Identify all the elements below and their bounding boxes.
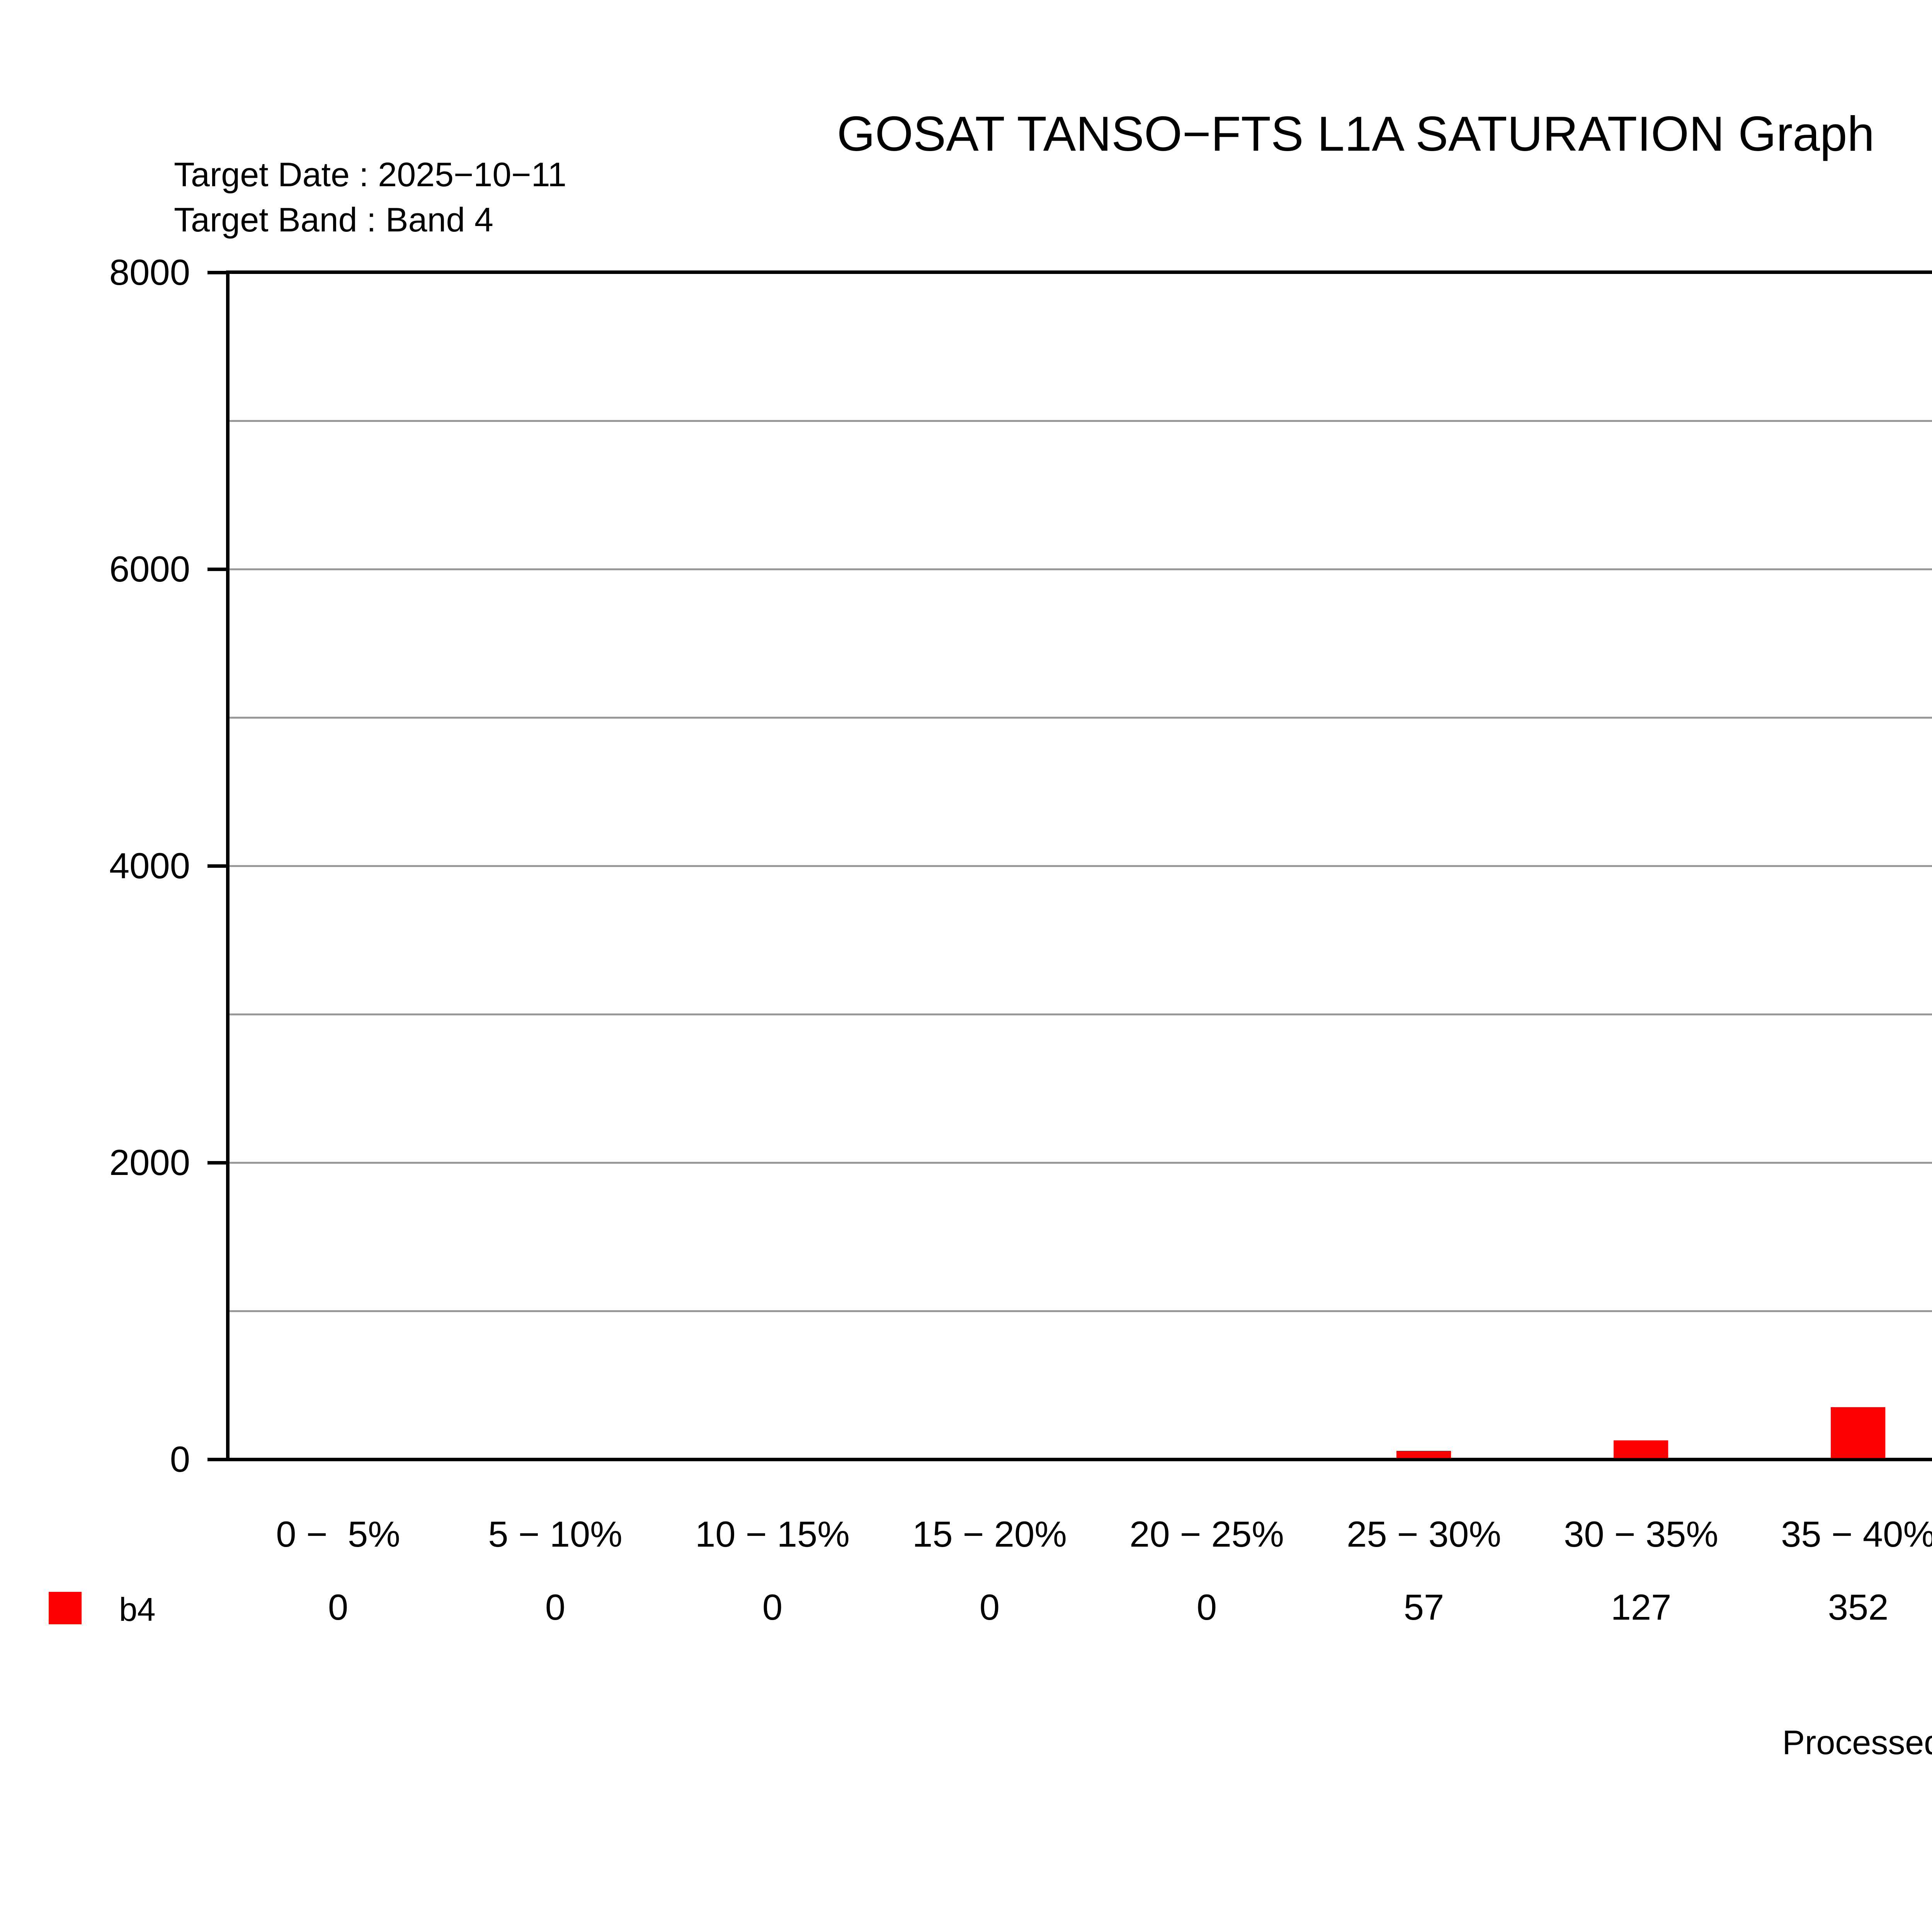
bar — [1614, 1440, 1668, 1459]
y-axis-tick-label: 4000 — [109, 845, 190, 886]
x-category-label: 30 − 35% — [1564, 1514, 1718, 1554]
target-band-label: Target Band : Band 4 — [174, 201, 493, 239]
gridline — [230, 420, 1932, 422]
series-value-label: 0 — [1196, 1587, 1217, 1627]
series-value-label: 0 — [545, 1587, 566, 1627]
series-value-label: 127 — [1611, 1587, 1672, 1627]
x-category-label: 35 − 40% — [1781, 1514, 1932, 1554]
series-value-label: 0 — [328, 1587, 349, 1627]
bar — [1831, 1407, 1885, 1459]
x-category-label: 20 − 25% — [1129, 1514, 1284, 1554]
series-value-label: 57 — [1403, 1587, 1444, 1627]
legend-label: b4 — [119, 1591, 156, 1628]
gridline — [230, 1013, 1932, 1015]
x-category-label: 5 − 10% — [488, 1514, 622, 1554]
y-tick-left — [207, 1458, 226, 1461]
x-category-label: 25 − 30% — [1347, 1514, 1501, 1554]
processed-by-label: Processed by JAXA/EORC at 2025−10−13 08:… — [1782, 1723, 1932, 1761]
gridline — [230, 1310, 1932, 1312]
gridline — [230, 1162, 1932, 1164]
plot-frame — [226, 270, 1932, 1461]
y-tick-left — [207, 864, 226, 868]
series-value-label: 352 — [1828, 1587, 1889, 1627]
y-axis-tick-label: 8000 — [109, 252, 190, 292]
legend-swatch-b4 — [49, 1592, 82, 1624]
y-axis-tick-label: 0 — [170, 1439, 190, 1479]
gridline — [230, 568, 1932, 570]
y-tick-left — [207, 271, 226, 274]
chart-title: GOSAT TANSO−FTS L1A SATURATION Graph — [837, 106, 1875, 161]
y-tick-left — [207, 568, 226, 571]
gridline — [230, 865, 1932, 867]
x-category-label: 15 − 20% — [912, 1514, 1067, 1554]
x-category-label: 10 − 15% — [695, 1514, 850, 1554]
target-date-label: Target Date : 2025−10−11 — [174, 155, 567, 194]
gridline — [230, 717, 1932, 719]
bar — [1396, 1451, 1451, 1459]
y-axis-tick-label: 2000 — [109, 1142, 190, 1183]
series-value-label: 0 — [762, 1587, 783, 1627]
y-axis-tick-label: 6000 — [109, 549, 190, 589]
series-value-label: 0 — [979, 1587, 1000, 1627]
x-category-label: 0 − 5% — [276, 1514, 400, 1554]
y-tick-left — [207, 1161, 226, 1165]
